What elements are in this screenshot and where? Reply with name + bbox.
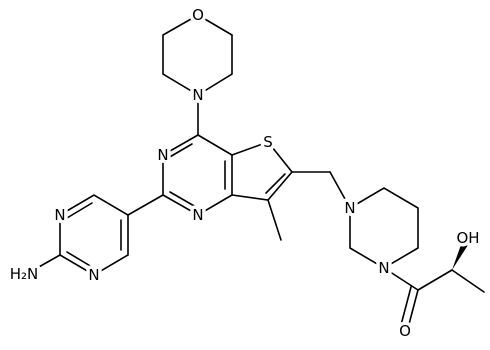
atom-label: OH bbox=[456, 229, 479, 247]
bond bbox=[383, 267, 419, 291]
wedge-bond bbox=[452, 242, 468, 270]
double-bond bbox=[169, 191, 197, 208]
double-bond bbox=[265, 173, 286, 194]
bond bbox=[329, 171, 351, 209]
double-bond bbox=[167, 143, 193, 159]
bonds bbox=[29, 14, 485, 329]
atom-label: O bbox=[399, 322, 411, 340]
atom-label: N bbox=[157, 146, 168, 164]
morpholine-ring bbox=[162, 14, 233, 96]
double-bond bbox=[66, 251, 93, 268]
double-bond bbox=[407, 289, 419, 329]
atom-label: N bbox=[378, 259, 389, 277]
aminopyrimidine-ring bbox=[59, 194, 129, 276]
atom-labels: O N S N N N N H₂N N N O OH bbox=[6, 3, 483, 344]
double-bond bbox=[66, 202, 93, 219]
double-bond bbox=[400, 286, 412, 326]
piperazine-ring bbox=[349, 187, 419, 269]
bond bbox=[127, 194, 164, 216]
bond bbox=[417, 269, 453, 291]
atom-label: S bbox=[263, 133, 273, 151]
atom-label: N bbox=[344, 199, 355, 217]
atom-label: N bbox=[88, 266, 99, 284]
atom-label: N bbox=[192, 86, 203, 104]
atom-label: O bbox=[192, 6, 204, 24]
atom-label: N bbox=[192, 206, 203, 224]
methyl-bond bbox=[267, 199, 282, 241]
bond bbox=[29, 254, 61, 273]
thiophene-ring bbox=[231, 141, 294, 201]
atom-label: N bbox=[54, 206, 65, 224]
pyrimidine-ring bbox=[162, 134, 233, 216]
methyl-bond bbox=[451, 269, 485, 293]
atom-label: H₂N bbox=[10, 265, 39, 283]
